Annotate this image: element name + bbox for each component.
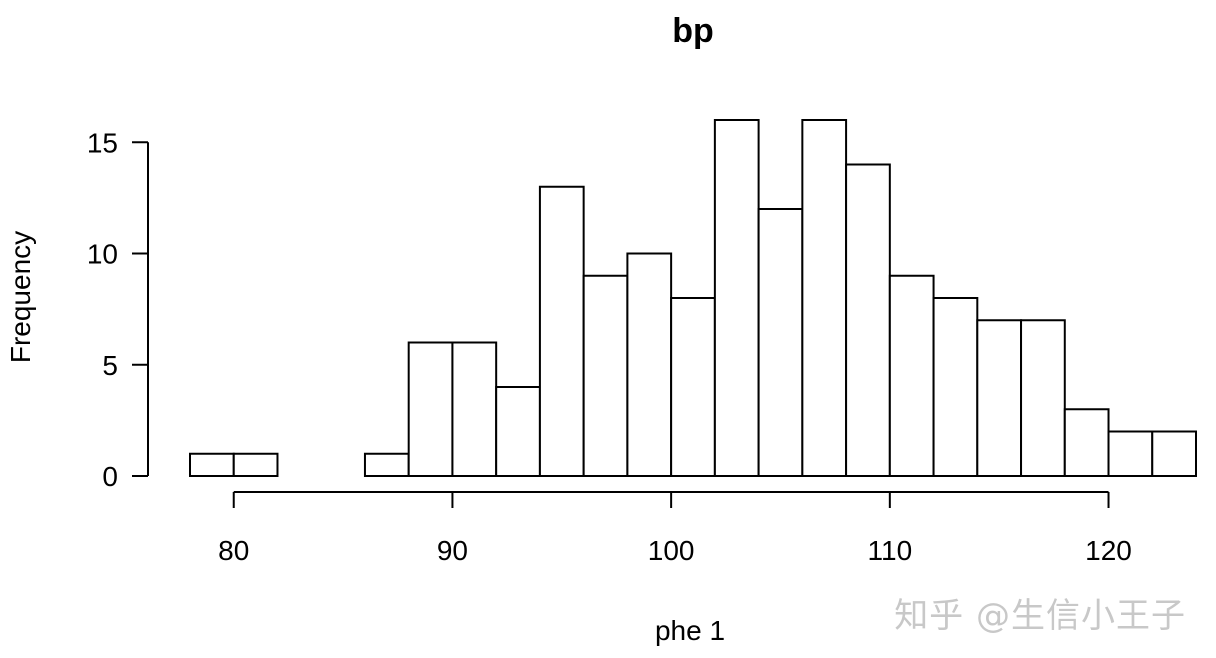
histogram-bar: [757, 208, 804, 477]
histogram-bar: [495, 386, 541, 477]
histogram-bar: [363, 452, 410, 477]
histogram-bar: [1063, 408, 1110, 477]
histogram-bar: [232, 452, 279, 477]
histogram-bar: [1020, 319, 1066, 477]
y-tick-label: 15: [87, 127, 118, 158]
x-tick-label: 80: [218, 535, 249, 566]
y-axis-label: Frequency: [5, 231, 36, 363]
x-axis: 80 90 100 110 120: [218, 491, 1132, 566]
x-tick-label: 120: [1085, 535, 1132, 566]
histogram-bar: [670, 297, 716, 477]
histogram-bar: [976, 319, 1023, 477]
histogram-bar: [713, 119, 760, 477]
y-tick-label: 0: [102, 461, 118, 492]
histogram-bar: [1107, 430, 1154, 477]
histogram-bar: [932, 297, 979, 477]
histogram-bar: [845, 163, 891, 477]
histogram-bar: [1151, 430, 1197, 477]
histogram-bar: [407, 341, 454, 477]
x-tick-label: 110: [868, 535, 913, 566]
histogram-bar: [801, 119, 848, 477]
histogram-bar: [451, 341, 498, 477]
x-tick-label: 90: [437, 535, 468, 566]
y-tick-label: 10: [87, 239, 118, 270]
histogram-bar: [189, 452, 235, 477]
histogram-bar: [888, 274, 935, 477]
bars-group: [189, 119, 1197, 477]
chart-title: bp: [672, 12, 714, 50]
x-tick-label: 100: [648, 535, 695, 566]
y-axis: 0 5 10 15: [87, 127, 149, 492]
histogram-bar: [626, 252, 673, 477]
x-axis-label: phe 1: [655, 615, 725, 646]
watermark-text: 知乎 @生信小王子: [894, 596, 1186, 636]
histogram-bar: [538, 185, 585, 477]
y-tick-label: 5: [102, 350, 118, 381]
histogram-bar: [582, 274, 629, 477]
